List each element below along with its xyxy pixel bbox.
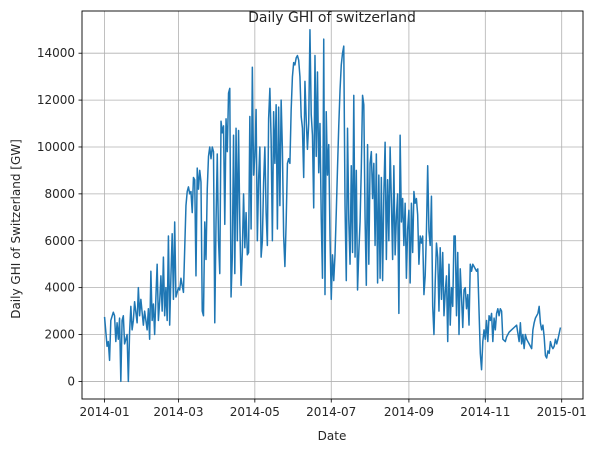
y-axis: 0 2000 4000 6000 8000 10000 12000 14000 [37,46,82,388]
plot-frame [81,10,584,400]
x-tick-label: 2014-11 [460,405,510,419]
x-tick-label: 2014-03 [153,405,203,419]
series-line [103,29,562,383]
series-layer [103,29,562,383]
y-tick-label: 6000 [44,234,75,248]
y-tick-label: 12000 [37,93,75,107]
x-tick-label: 2014-09 [384,405,434,419]
x-tick-label: 2014-01 [79,405,129,419]
x-tick-label: 2014-05 [230,405,280,419]
y-axis-label: Daily GHI of Switzerland [GW] [9,139,23,319]
grid-lines [82,11,583,399]
chart-title: Daily GHI of switzerland [248,10,416,26]
x-axis: 2014-01 2014-03 2014-05 2014-07 2014-09 2014-… [79,399,587,419]
y-tick-label: 4000 [44,281,75,295]
y-tick-label: 8000 [44,187,75,201]
x-tick-label: 2014-07 [306,405,356,419]
y-tick-label: 2000 [44,328,75,342]
x-tick-label: 2015-01 [537,405,587,419]
x-axis-label: Date [318,429,347,443]
y-tick-label: 10000 [37,140,75,154]
y-tick-label: 14000 [37,46,75,60]
y-tick-label: 0 [67,374,75,388]
